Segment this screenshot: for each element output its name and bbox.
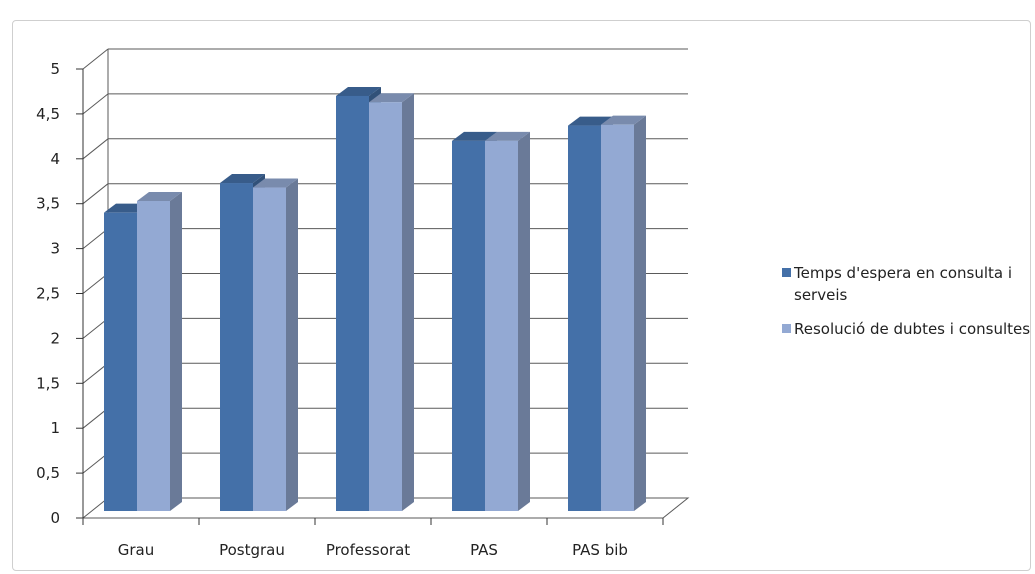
bar — [369, 93, 414, 511]
y-tick-label: 4,5 — [36, 105, 60, 123]
side-wall-gridline — [82, 407, 109, 429]
side-wall-gridline — [82, 183, 109, 205]
side-wall-gridline — [82, 452, 109, 474]
bar — [253, 178, 298, 511]
bars — [104, 86, 646, 512]
legend-label: Resolució de dubtes i consultes — [794, 320, 1031, 338]
bar — [601, 115, 646, 512]
legend-item: Resolució de dubtes i consultes — [782, 318, 1032, 340]
bar — [137, 192, 182, 512]
legend-item: Temps d'espera en consulta i serveis — [782, 262, 1032, 306]
y-tick-label: 5 — [50, 60, 60, 78]
x-tick-label: Postgrau — [219, 541, 285, 559]
x-tick-label: PAS — [470, 541, 498, 559]
legend-label: Temps d'espera en consulta i serveis — [794, 264, 1013, 304]
y-tick-label: 3 — [50, 240, 60, 258]
legend-swatch — [782, 324, 791, 333]
y-axis-ticks: 0 0,5 1 1,5 2 2,5 3 3,5 4 4,5 5 — [36, 60, 60, 527]
side-wall-gridline — [82, 93, 109, 115]
x-axis-labels: Grau Postgrau Professorat PAS PAS bib — [118, 541, 628, 559]
y-tick-label: 3,5 — [36, 195, 60, 213]
x-tick-label: Professorat — [326, 541, 410, 559]
legend: Temps d'espera en consulta i serveis Res… — [782, 262, 1032, 352]
side-wall-gridline — [82, 228, 109, 249]
y-tick-label: 0,5 — [36, 464, 60, 482]
side-wall-gridline — [82, 48, 109, 70]
x-tick-label: PAS bib — [572, 541, 628, 559]
x-tick-label: Grau — [118, 541, 155, 559]
y-tick-label: 1 — [50, 419, 60, 437]
side-wall-gridline — [82, 318, 109, 339]
legend-swatch — [782, 268, 791, 277]
y-tick-label: 0 — [50, 509, 60, 527]
side-wall-gridline — [82, 273, 109, 294]
y-tick-label: 2 — [50, 329, 60, 347]
y-tick-label: 4 — [50, 150, 60, 168]
y-tick-label: 2,5 — [36, 285, 60, 303]
side-wall-gridline — [82, 138, 109, 160]
bar — [485, 131, 530, 511]
side-wall-gridline — [82, 362, 109, 384]
y-tick-label: 1,5 — [36, 374, 60, 392]
